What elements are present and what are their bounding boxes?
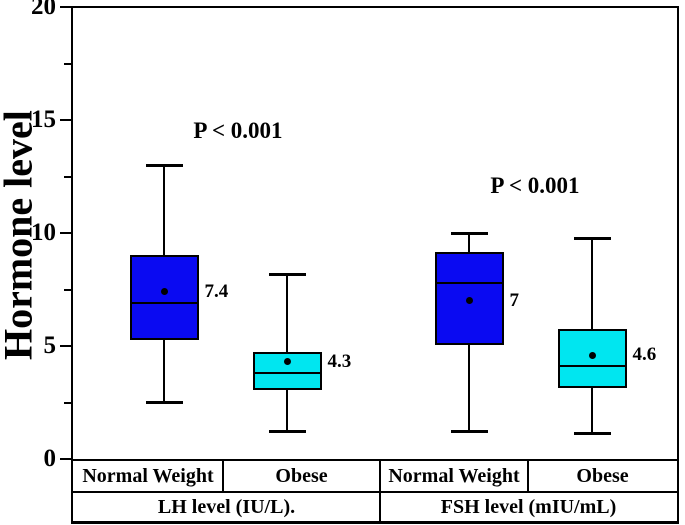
median-line xyxy=(557,365,627,368)
group-label-cell: FSH level (mIU/mL) xyxy=(440,495,617,518)
category-cell: Obese xyxy=(275,464,328,487)
mean-value-label: 4.6 xyxy=(632,344,657,366)
whisker-cap xyxy=(268,272,306,276)
table-row-divider xyxy=(71,491,679,493)
box xyxy=(129,254,199,341)
table-column-divider xyxy=(379,459,381,493)
whisker-cap xyxy=(268,429,306,433)
y-tick-mark xyxy=(60,6,72,8)
table-column-divider xyxy=(527,459,529,493)
whisker-cap xyxy=(450,429,488,433)
category-cell: Normal Weight xyxy=(82,464,214,487)
mean-dot xyxy=(283,358,291,366)
table-column-divider xyxy=(222,459,224,493)
mean-value-label: 7 xyxy=(509,289,520,311)
y-tick-mark xyxy=(60,458,72,460)
y-minor-tick xyxy=(64,62,72,65)
table-group-divider xyxy=(379,491,381,521)
y-tick-mark xyxy=(60,119,72,121)
y-tick-label: 20 xyxy=(31,0,56,20)
y-tick-label: 5 xyxy=(43,332,57,359)
mean-dot xyxy=(465,297,473,305)
p-value-annotation: P < 0.001 xyxy=(193,118,283,144)
whisker-cap xyxy=(145,164,183,168)
whisker-cap xyxy=(573,432,611,436)
y-tick-label: 0 xyxy=(43,445,57,472)
median-line xyxy=(129,302,199,305)
y-tick-mark xyxy=(60,232,72,234)
y-tick-mark xyxy=(60,345,72,347)
mean-dot xyxy=(160,288,168,296)
y-minor-tick xyxy=(64,288,72,291)
mean-value-label: 4.3 xyxy=(327,350,352,372)
mean-value-label: 7.4 xyxy=(204,280,229,302)
y-tick-label: 15 xyxy=(31,106,56,133)
whisker-cap xyxy=(573,236,611,240)
whisker-cap xyxy=(145,400,183,404)
median-line xyxy=(434,281,504,284)
y-minor-tick xyxy=(64,401,72,404)
y-minor-tick xyxy=(64,175,72,178)
box xyxy=(252,351,322,390)
median-line xyxy=(252,372,322,375)
whisker-cap xyxy=(450,232,488,235)
category-cell: Obese xyxy=(576,464,629,487)
mean-dot xyxy=(588,351,596,359)
group-label-cell: LH level (IU/L). xyxy=(157,495,296,518)
category-cell: Normal Weight xyxy=(388,464,520,487)
y-tick-label: 10 xyxy=(31,219,56,246)
p-value-annotation: P < 0.001 xyxy=(490,172,580,198)
